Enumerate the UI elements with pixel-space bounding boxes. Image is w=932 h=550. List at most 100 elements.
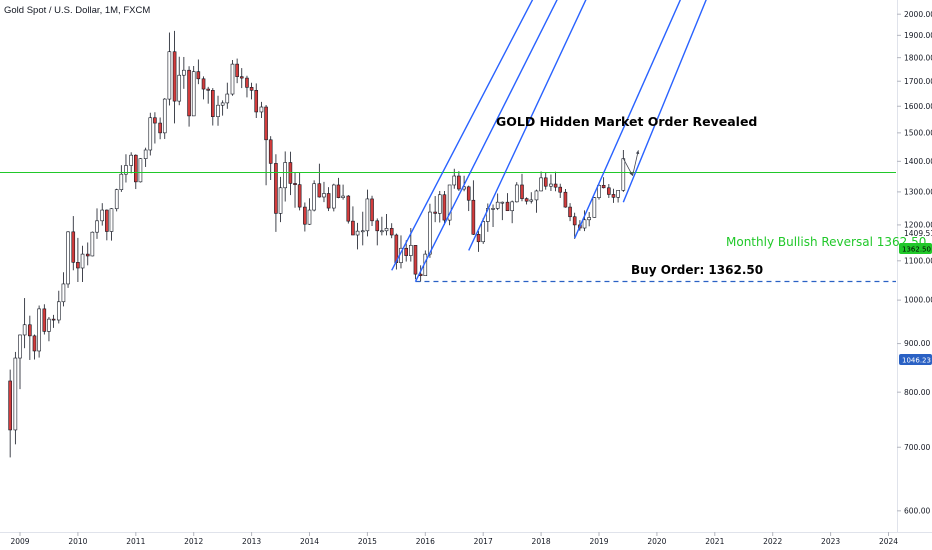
candle-body [326, 193, 331, 209]
candle-body [341, 195, 345, 198]
x-tick-label: 2011 [126, 537, 145, 546]
candle-body [177, 74, 182, 102]
candle-body [105, 209, 109, 232]
candle-body [481, 221, 486, 243]
channel-line [468, 0, 587, 251]
x-tick-label: 2018 [532, 537, 551, 546]
candle-body [607, 187, 611, 195]
candle-body [28, 324, 32, 337]
candle-body [85, 253, 90, 257]
candle-body [32, 335, 37, 352]
candle-body [587, 217, 591, 221]
x-tick-label: 2016 [416, 537, 435, 546]
candle-body [437, 194, 442, 214]
candle-body [153, 117, 157, 124]
x-tick-label: 2013 [242, 537, 261, 546]
y-tick-label: 1500.00 [904, 128, 932, 137]
candle-body [505, 201, 510, 212]
candle-body [211, 90, 215, 117]
x-tick-label: 2021 [705, 537, 724, 546]
candle-body [303, 206, 307, 225]
x-tick-label: 2022 [763, 537, 782, 546]
candle-body [346, 195, 351, 222]
support-price-badge-text: 1046.23 [902, 357, 931, 365]
candle-body [500, 201, 505, 204]
candle-body [322, 193, 326, 198]
annotation-buy-order: Buy Order: 1362.50 [631, 263, 763, 277]
candle-body [13, 357, 18, 431]
candle-body [138, 158, 143, 183]
candle-body [167, 51, 172, 100]
candle-body [317, 183, 322, 198]
time-axis: 2009 2010 2011 2012 2013 2014 2015 2016 2017 2018… [10, 532, 898, 546]
candle-body [143, 149, 148, 159]
candle-body [433, 211, 437, 214]
candle-body [191, 71, 196, 117]
candle-body [225, 93, 230, 104]
candle-body [524, 198, 529, 202]
drawings-layer [0, 0, 896, 283]
candle-body [182, 69, 186, 76]
x-tick-label: 2009 [10, 537, 29, 546]
annotation-reversal: Monthly Bullish Reversal 1362.50 [726, 235, 926, 249]
candle-body [297, 184, 302, 208]
candle-body [71, 231, 76, 263]
candle-body [375, 220, 380, 232]
candle-body [109, 208, 114, 232]
x-tick-label: 2012 [184, 537, 203, 546]
candle-body [510, 201, 514, 212]
candle-body [558, 186, 563, 193]
candle-body [611, 194, 616, 198]
x-tick-label: 2010 [68, 537, 87, 546]
candle-body [520, 184, 524, 199]
channel-line [414, 0, 558, 282]
last-price-label: 1409.51 [904, 229, 932, 238]
candle-body [616, 190, 620, 198]
channel-line [574, 0, 682, 239]
candle-body [51, 318, 56, 321]
candle-body [119, 173, 124, 190]
candle-body [264, 106, 268, 141]
candle-body [549, 183, 553, 187]
candle-body [283, 162, 287, 189]
candle-body [534, 190, 539, 201]
candle-body [355, 230, 360, 236]
candle-body [8, 380, 12, 431]
y-tick-label: 1100.00 [904, 256, 932, 265]
candle-body [307, 209, 312, 225]
candle-body [95, 220, 99, 233]
candle-body [471, 199, 476, 235]
candle-body [409, 245, 413, 256]
candle-body [268, 139, 273, 164]
candle-body [196, 71, 201, 80]
reversal-price-badge [899, 243, 932, 254]
candle-body [452, 175, 457, 186]
candle-body [447, 184, 452, 221]
candle-body [389, 228, 394, 236]
candle-body [601, 184, 606, 189]
candle-body [206, 88, 210, 91]
candle-body [495, 201, 500, 209]
candle-body [172, 51, 177, 102]
y-tick-label: 1800.00 [904, 53, 932, 62]
y-tick-label: 1400.00 [904, 157, 932, 166]
candle-body [597, 184, 601, 198]
x-tick-label: 2017 [474, 537, 493, 546]
candle-body [563, 191, 568, 208]
y-tick-label: 2000.00 [904, 10, 932, 19]
candle-body [457, 175, 461, 190]
candle-body [37, 308, 41, 352]
candle-body [22, 324, 27, 336]
candle-body [278, 187, 283, 214]
candle-body [514, 184, 519, 203]
support-price-badge [899, 354, 932, 365]
candle-body [158, 122, 162, 134]
y-tick-label: 800.00 [904, 388, 930, 397]
candle-body [274, 163, 278, 214]
reversal-price-badge-text: 1362.50 [902, 246, 931, 254]
candle-body [42, 308, 47, 332]
candle-body [124, 165, 128, 175]
candle-body [66, 231, 70, 285]
